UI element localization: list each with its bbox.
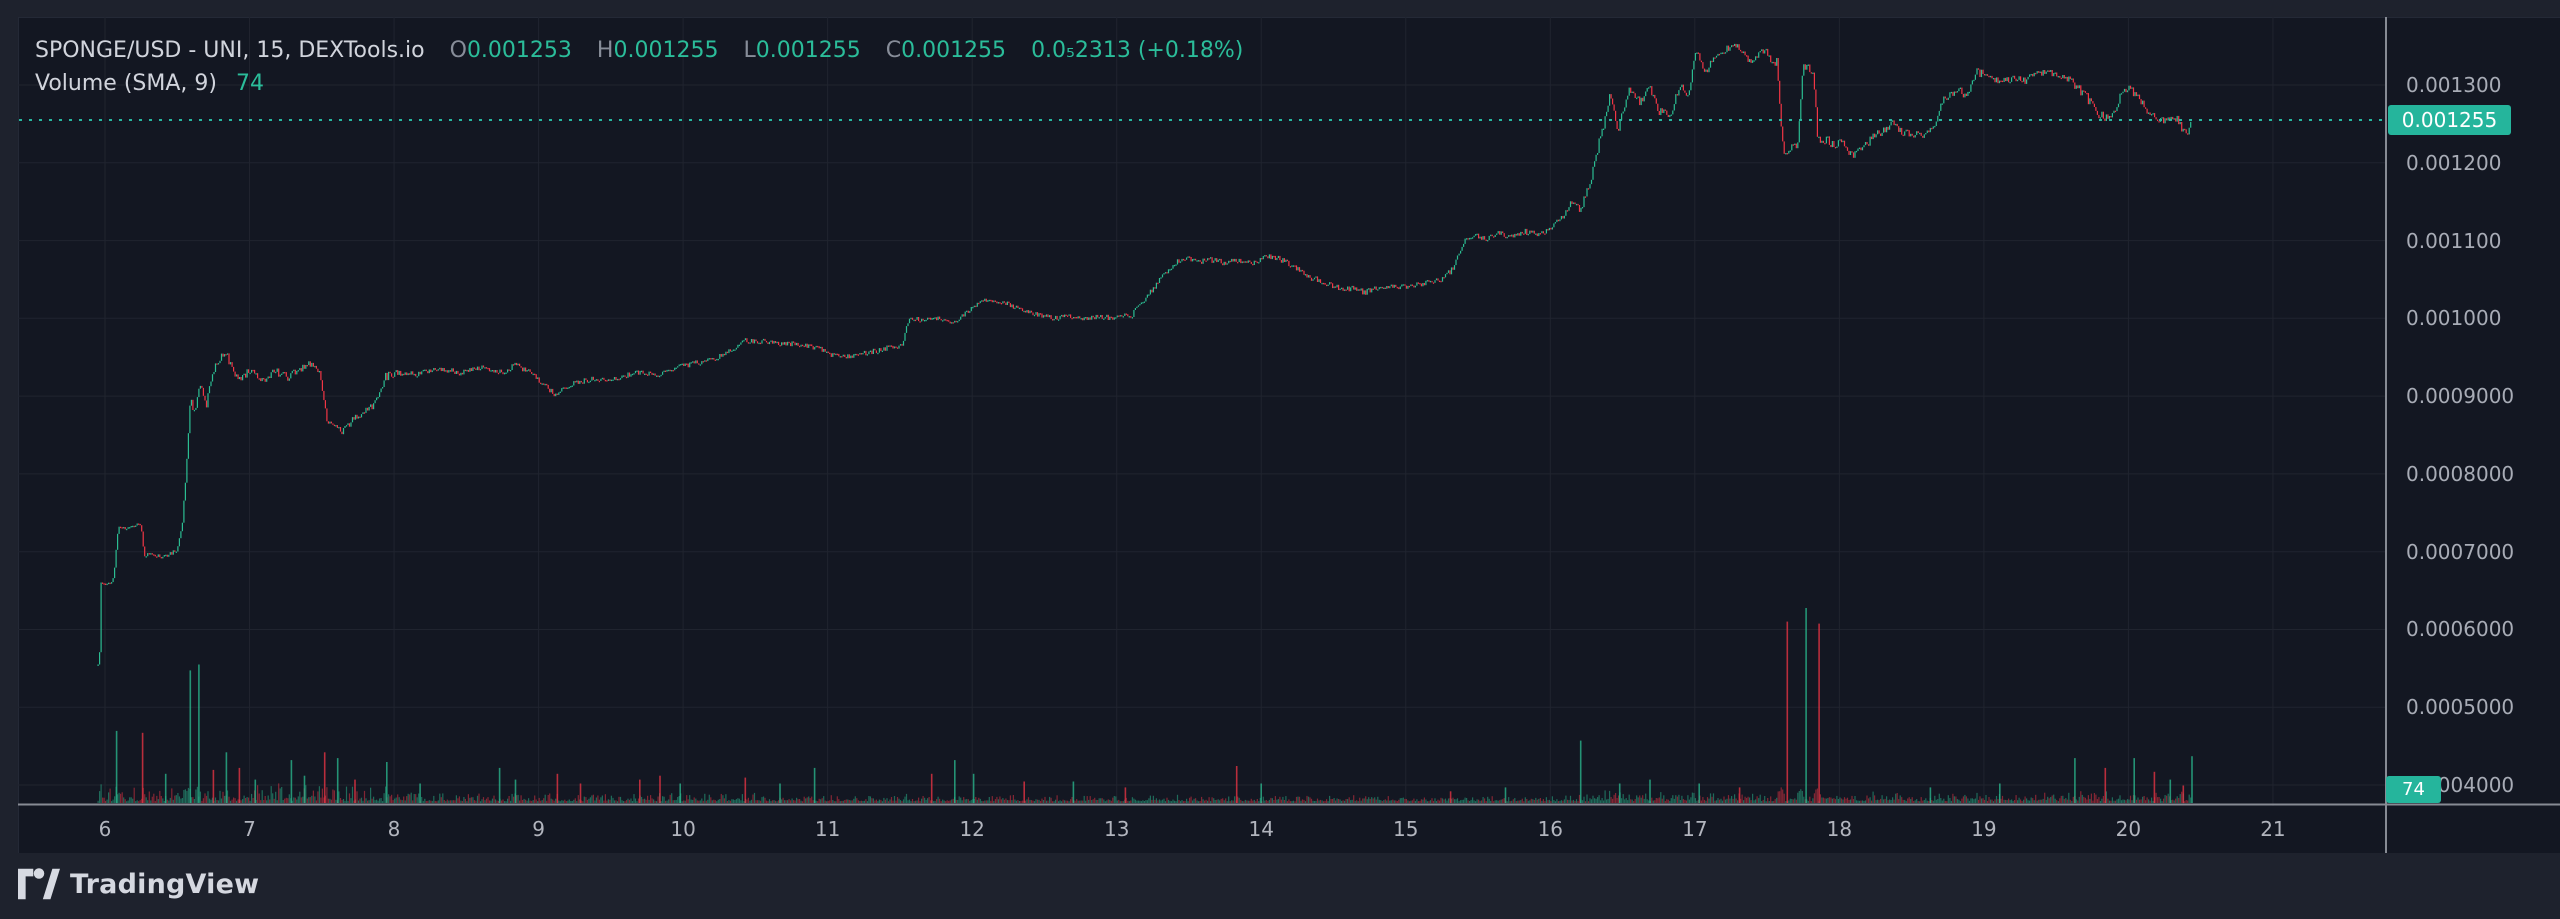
time-axis-label: 14: [1248, 817, 1274, 841]
volume-badge-text: 74: [2402, 779, 2425, 800]
volume-indicator-label: Volume (SMA, 9): [35, 71, 217, 96]
volume-value-badge: 74: [2386, 776, 2441, 803]
time-axis-label: 21: [2260, 817, 2286, 841]
time-axis-label: 8: [387, 817, 401, 841]
price-axis-label: 0.0006000: [2406, 617, 2515, 642]
time-axis-label: 17: [1682, 817, 1708, 841]
chart-widget: [18, 17, 2560, 853]
price-axis-label: 0.0008000: [2406, 461, 2515, 486]
time-axis-label: 6: [98, 817, 112, 841]
price-axis-label: 0.001000: [2406, 306, 2502, 331]
close-value: 0.001255: [901, 38, 1007, 63]
open-label: O: [449, 38, 467, 63]
time-axis[interactable]: 6 7 8 9 10 11 12 13 14 15 16 17 18 19 20 21: [18, 806, 2387, 853]
time-axis-label: 10: [670, 817, 696, 841]
low-value: 0.001255: [755, 38, 861, 63]
change-value: 0.0₅2313 (+0.18%): [1031, 38, 1244, 63]
price-axis-label: 0.0009000: [2406, 384, 2515, 409]
price-axis[interactable]: 0.001300 0.001200 0.001100 0.001000 0.000900…: [2388, 17, 2560, 804]
price-axis-label: 0.0005000: [2406, 695, 2515, 720]
time-axis-label: 18: [1826, 817, 1853, 841]
price-axis-label: 0.001300: [2406, 73, 2502, 97]
indicator-row: Volume (SMA, 9) 74: [35, 71, 1243, 97]
tradingview-link[interactable]: TradingView: [18, 866, 259, 902]
time-axis-label: 11: [814, 817, 841, 841]
tradingview-logo-icon: [18, 868, 60, 900]
last-price-badge-text: 0.001255: [2401, 108, 2498, 132]
symbol-title: SPONGE/USD - UNI, 15, DEXTools.io: [35, 38, 425, 63]
time-axis-label: 16: [1537, 817, 1564, 841]
chart-legend: SPONGE/USD - UNI, 15, DEXTools.io O0.001…: [35, 38, 1243, 97]
time-axis-label: 20: [2115, 817, 2142, 841]
high-label: H: [596, 38, 614, 63]
open-value: 0.001253: [466, 38, 572, 63]
close-label: C: [885, 38, 902, 63]
time-axis-label: 7: [243, 817, 256, 841]
time-axis-label: 15: [1393, 817, 1419, 841]
time-axis-label: 12: [959, 817, 985, 841]
attribution-footer: TradingView: [0, 853, 2560, 919]
tradingview-logo-text: TradingView: [70, 868, 260, 900]
high-value: 0.001255: [613, 38, 719, 63]
time-axis-label: 13: [1103, 817, 1130, 841]
price-axis-label: 0.001100: [2406, 228, 2502, 253]
time-axis-label: 9: [532, 817, 545, 841]
last-price-badge: 0.001255: [2388, 105, 2511, 135]
low-label: L: [743, 38, 756, 63]
time-axis-label: 19: [1971, 817, 1997, 841]
price-axis-label: 0.001200: [2406, 150, 2502, 175]
symbol-row: SPONGE/USD - UNI, 15, DEXTools.io O0.001…: [35, 38, 1243, 64]
volume-indicator-value: 74: [235, 71, 264, 96]
price-axis-label: 0.0007000: [2406, 539, 2515, 564]
